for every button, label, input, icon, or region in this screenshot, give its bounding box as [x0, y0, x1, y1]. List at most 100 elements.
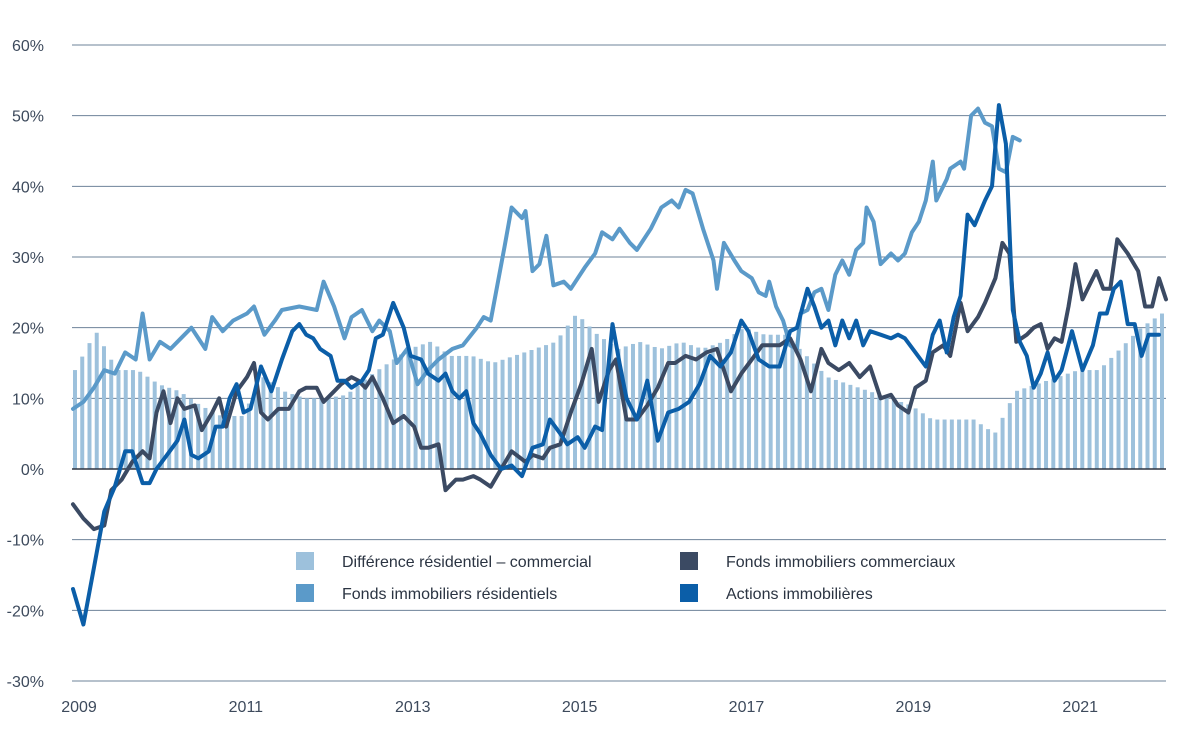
- difference-bar: [1131, 335, 1135, 469]
- difference-bar: [471, 356, 476, 469]
- difference-bar: [326, 397, 331, 469]
- difference-bar: [775, 334, 780, 469]
- difference-bar: [159, 385, 164, 469]
- difference-bar: [232, 416, 237, 469]
- difference-bar: [413, 346, 418, 469]
- difference-bar: [290, 394, 295, 469]
- difference-bar: [536, 347, 541, 469]
- difference-bar: [783, 334, 788, 469]
- difference-bar: [1065, 373, 1070, 469]
- y-tick-label: 0%: [21, 462, 44, 479]
- difference-bar: [667, 345, 672, 469]
- difference-bar: [464, 355, 469, 469]
- difference-bar: [1160, 313, 1164, 469]
- difference-bar: [761, 334, 766, 469]
- difference-bar: [1022, 388, 1027, 469]
- difference-bar: [804, 356, 809, 469]
- y-tick-label: 10%: [12, 391, 44, 408]
- difference-bar: [1094, 370, 1099, 469]
- difference-legend-label: Différence résidentiel – commercial: [342, 554, 592, 571]
- difference-bar: [239, 416, 244, 469]
- y-tick-label: -30%: [7, 674, 44, 691]
- difference-bar: [551, 342, 556, 469]
- commercial-legend-label: Fonds immobiliers commerciaux: [726, 554, 955, 571]
- difference-bar: [73, 370, 77, 469]
- difference-bar: [181, 394, 186, 469]
- difference-bar: [1087, 370, 1092, 469]
- difference-bar: [203, 407, 208, 469]
- difference-bar: [312, 398, 317, 469]
- difference-bar: [355, 385, 360, 469]
- difference-bar: [630, 343, 635, 469]
- x-tick-label: 2021: [1062, 699, 1098, 716]
- difference-bar: [986, 429, 991, 469]
- difference-bar: [558, 335, 563, 469]
- difference-bar: [739, 329, 744, 469]
- equities-line: [71, 103, 1161, 627]
- difference-bar: [754, 331, 759, 469]
- difference-legend-swatch: [296, 552, 314, 570]
- difference-bar: [971, 419, 976, 469]
- difference-bar: [1044, 380, 1049, 469]
- difference-bar: [428, 341, 433, 469]
- difference-bar: [920, 413, 925, 469]
- difference-bar: [964, 419, 969, 469]
- difference-bar: [899, 402, 904, 469]
- difference-bar: [659, 348, 664, 469]
- difference-bar: [138, 371, 143, 469]
- difference-bar: [384, 364, 389, 469]
- series-lines: [71, 103, 1168, 627]
- difference-bar: [906, 404, 911, 469]
- difference-bar: [130, 370, 135, 469]
- difference-bar: [732, 334, 737, 469]
- difference-bar: [688, 345, 693, 469]
- difference-bar: [870, 392, 875, 469]
- equities-legend-label: Actions immobilières: [726, 586, 873, 603]
- difference-bar: [478, 358, 483, 469]
- difference-bar: [609, 343, 614, 469]
- difference-bar: [949, 419, 954, 469]
- x-tick-label: 2011: [229, 699, 264, 716]
- difference-bar: [109, 359, 114, 469]
- difference-bar: [696, 347, 701, 469]
- difference-bar: [1007, 403, 1012, 469]
- difference-bar: [848, 384, 853, 469]
- difference-bar: [304, 398, 309, 469]
- difference-bar: [333, 396, 338, 469]
- difference-bar: [942, 419, 947, 469]
- difference-bar: [254, 390, 259, 469]
- difference-bar: [652, 346, 657, 469]
- difference-bar: [710, 345, 715, 469]
- difference-bar: [167, 387, 172, 469]
- x-tick-label: 2015: [562, 699, 598, 716]
- difference-bar: [268, 382, 273, 469]
- y-tick-label: 40%: [12, 179, 44, 196]
- difference-bar: [717, 342, 722, 469]
- difference-bar: [515, 354, 520, 469]
- difference-bar: [1102, 365, 1107, 469]
- y-tick-label: -10%: [7, 533, 44, 550]
- x-tick-label: 2013: [395, 699, 431, 716]
- difference-bar: [391, 359, 396, 469]
- x-tick-label: 2009: [61, 699, 97, 716]
- y-tick-label: 50%: [12, 109, 44, 126]
- difference-bar: [449, 355, 454, 469]
- difference-bar: [703, 347, 708, 469]
- difference-bar: [725, 338, 730, 469]
- difference-bar: [841, 382, 846, 469]
- y-tick-label: -20%: [7, 603, 44, 620]
- difference-bar: [797, 348, 802, 469]
- difference-bar: [993, 432, 998, 469]
- difference-bar: [978, 424, 983, 469]
- difference-bar: [196, 403, 201, 469]
- difference-bar: [1080, 370, 1085, 469]
- difference-bar: [855, 387, 860, 469]
- difference-bar: [261, 377, 266, 469]
- difference-bar: [1000, 417, 1005, 469]
- difference-bar: [435, 346, 440, 469]
- difference-bar: [370, 374, 375, 469]
- difference-bar: [500, 359, 505, 469]
- difference-bar: [746, 329, 751, 469]
